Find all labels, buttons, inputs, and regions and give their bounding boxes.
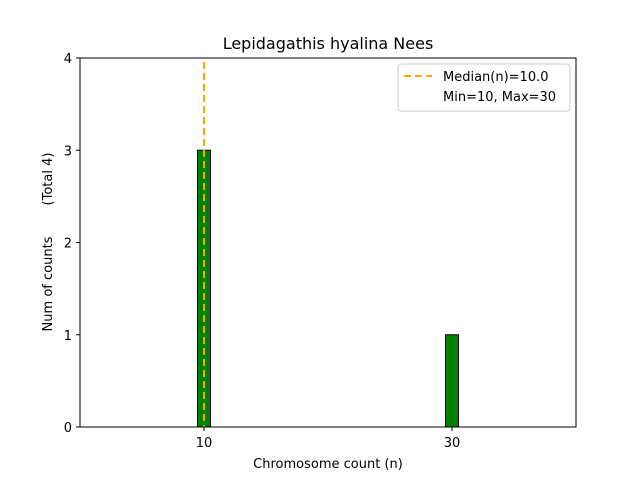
legend-box: [397, 63, 571, 112]
y-tick-label: 3: [64, 144, 72, 159]
y-tick-label: 0: [64, 421, 72, 436]
y-tick-label: 4: [64, 52, 72, 67]
chart-title: Lepidagathis hyalina Nees: [223, 34, 434, 53]
bar-30: [445, 334, 459, 428]
x-tick-label: 10: [196, 436, 213, 451]
legend-range-label: Min=10, Max=30: [443, 90, 556, 105]
bars: [197, 149, 502, 428]
x-axis-label: Chromosome count (n): [253, 457, 403, 472]
y-axis-total-note: (Total 4): [41, 153, 56, 206]
legend: Median(n)=10.0 Min=10, Max=30: [397, 63, 571, 112]
y-axis-label: Num of counts: [41, 236, 56, 331]
legend-median-label: Median(n)=10.0: [443, 70, 549, 85]
x-axis-ticks: 10 30: [196, 427, 461, 451]
plot-frame: [79, 57, 577, 428]
y-tick-label: 2: [64, 237, 72, 252]
y-axis-ticks: 0 1 2 3 4: [64, 52, 80, 436]
x-tick-label: 30: [444, 436, 461, 451]
y-tick-label: 1: [64, 329, 72, 344]
